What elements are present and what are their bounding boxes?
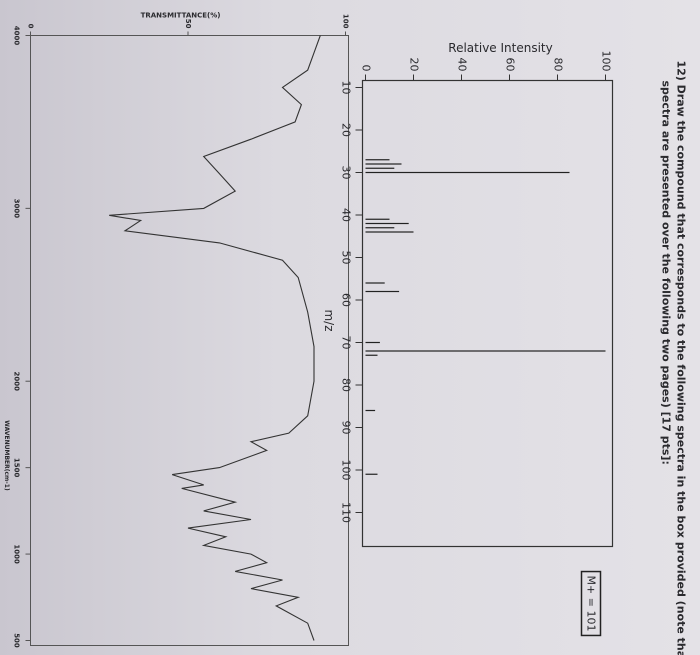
x-tick-label: 110 [339, 502, 352, 523]
y-tick-label: 20 [407, 57, 420, 71]
x-tick-label: 80 [339, 378, 352, 392]
peak [365, 354, 377, 356]
x-axis-label: WAVENUMBER(cm-1) [3, 420, 10, 491]
peak [365, 409, 375, 411]
y-tick-label: 100 [599, 50, 612, 71]
x-tick-label: 1500 [12, 457, 20, 477]
peak [365, 218, 389, 220]
question-line: 12) Draw the compound that corresponds t… [674, 60, 687, 655]
ir-curve [108, 34, 321, 641]
ir-frame [29, 34, 349, 646]
ms-frame [361, 79, 613, 547]
peak [364, 341, 380, 343]
peak [365, 349, 605, 352]
peak [365, 290, 399, 292]
x-tick-label: 100 [339, 459, 352, 480]
x-tick-label: 60 [339, 293, 352, 307]
peak [365, 473, 377, 475]
y-tick-label: 40 [455, 57, 468, 71]
x-tick-label: 30 [339, 165, 352, 179]
y-tick-label: 80 [551, 57, 564, 71]
y-axis-label: TRANSMITTANCE(%) [140, 11, 220, 19]
x-tick-label: 40 [339, 208, 352, 222]
x-tick-label: 3000 [12, 198, 20, 218]
peak [364, 226, 394, 228]
y-tick-label: 60 [503, 57, 516, 71]
y-axis-label: Relative Intensity [448, 41, 552, 55]
peak [365, 222, 409, 224]
x-tick-label: 90 [339, 420, 352, 434]
x-tick-label: 4000 [12, 25, 20, 45]
annotation: M+ = 101 [584, 575, 597, 631]
x-tick-label: 20 [339, 123, 352, 137]
y-tick-label: 0 [359, 64, 372, 71]
question-line: spectra are presented over the following… [659, 80, 672, 464]
annotation-box [580, 570, 601, 636]
peak [365, 158, 389, 160]
x-tick-label: 70 [339, 335, 352, 349]
x-tick-label: 50 [339, 250, 352, 264]
x-tick-label: 2000 [12, 371, 20, 391]
y-tick-label: 100 [341, 13, 349, 28]
x-axis-label: m/z [322, 309, 336, 331]
peak [365, 230, 413, 233]
x-tick-label: 500 [12, 633, 20, 648]
y-tick-label: 0 [26, 23, 34, 28]
peak [365, 162, 401, 165]
peak [365, 281, 385, 284]
x-tick-label: 10 [339, 80, 352, 94]
x-tick-label: 1000 [12, 544, 20, 564]
peak [364, 167, 394, 169]
peak [365, 171, 569, 173]
y-tick-label: 50 [184, 18, 192, 28]
